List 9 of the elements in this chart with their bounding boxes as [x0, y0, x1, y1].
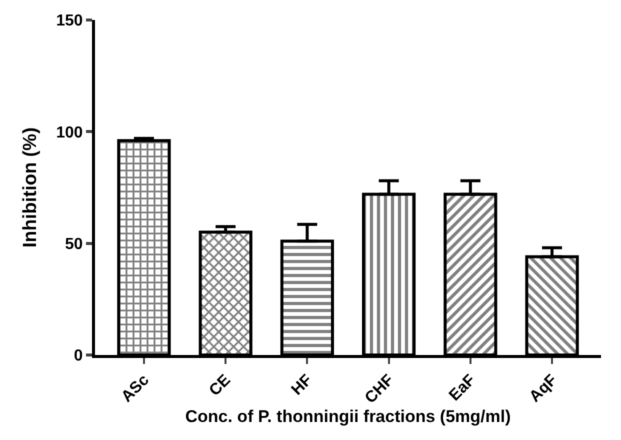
- x-axis-title: Conc. of P. thonningii fractions (5mg/ml): [185, 406, 511, 426]
- x-tick-label: HF: [288, 372, 316, 399]
- y-tick-label: 0: [74, 348, 83, 365]
- x-tick-label: ASc: [118, 372, 153, 406]
- y-axis-title: Inhibition (%): [20, 127, 41, 248]
- y-tick-label: 100: [56, 124, 83, 142]
- y-tick-label: 150: [56, 12, 83, 30]
- y-tick-label: 50: [65, 236, 83, 253]
- x-tick-label: CE: [206, 371, 234, 400]
